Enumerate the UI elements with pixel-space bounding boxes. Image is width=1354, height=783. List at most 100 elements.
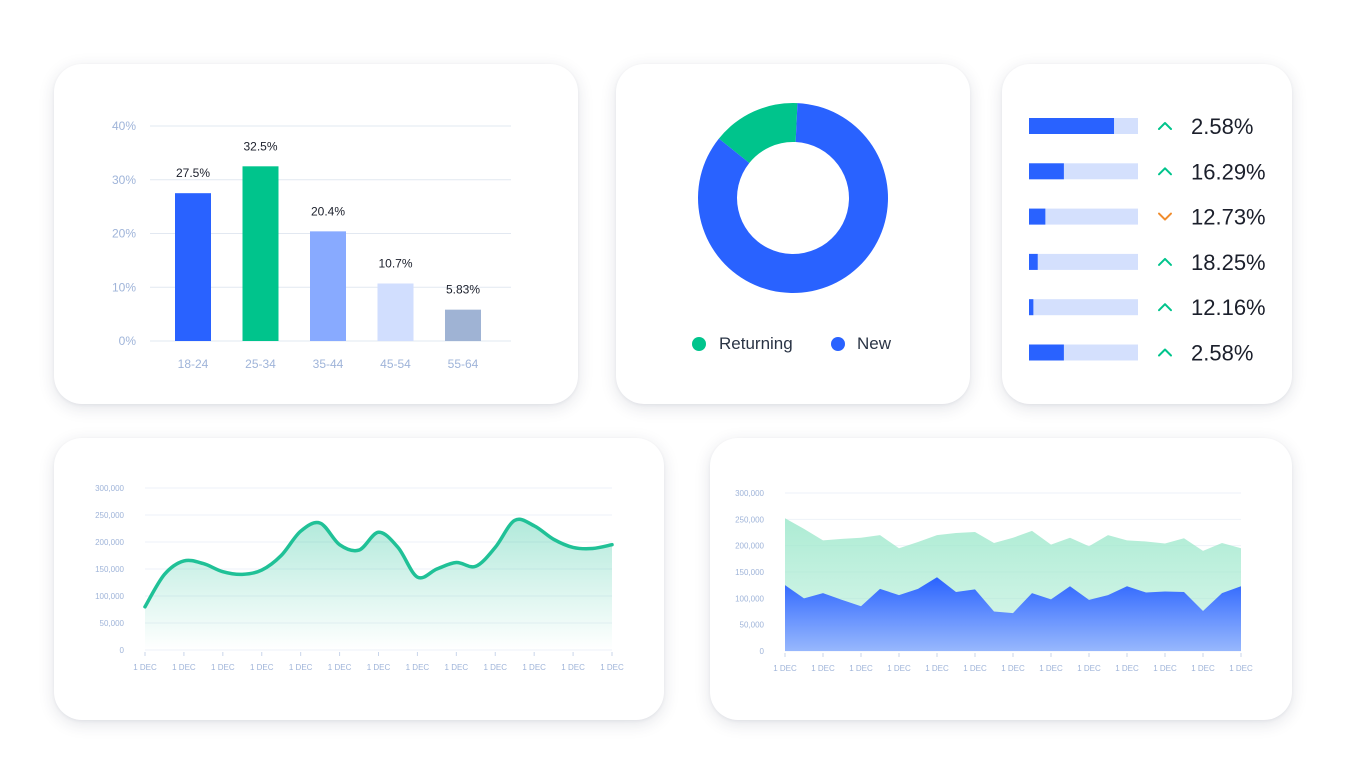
percent-value: 2.58% [1191, 114, 1253, 139]
x-tick-label: 1 DEC [1115, 664, 1139, 673]
visitor-donut-chart: Returning New [692, 103, 892, 353]
x-tick-label: 45-54 [380, 357, 411, 371]
progress-fill [1029, 118, 1115, 134]
trend-up-icon [1158, 167, 1172, 176]
bar [377, 283, 414, 341]
visitor-donut-chart-card: Returning New [616, 64, 970, 404]
percent-value: 12.16% [1191, 295, 1266, 320]
y-tick-label: 0 [760, 647, 765, 656]
bar [445, 309, 481, 341]
progress-fill [1029, 208, 1046, 225]
x-tick-label: 1 DEC [849, 664, 873, 673]
x-tick-label: 1 DEC [522, 663, 546, 672]
y-tick-label: 300,000 [735, 489, 764, 498]
legend-new-dot [831, 337, 845, 351]
donut-slice [718, 103, 798, 163]
progress-fill [1029, 253, 1038, 270]
area-series [785, 577, 1241, 651]
x-tick-label: 1 DEC [133, 663, 157, 672]
percent-value: 18.25% [1191, 250, 1266, 275]
progress-fill [1029, 299, 1034, 316]
progress-track [1029, 253, 1138, 270]
x-tick-label: 1 DEC [887, 664, 911, 673]
y-tick-label: 0 [120, 646, 125, 655]
y-tick-label: 0% [119, 334, 137, 348]
y-tick-label: 250,000 [735, 515, 764, 524]
x-tick-label: 1 DEC [406, 663, 430, 672]
line-area-fill [145, 519, 612, 650]
x-tick-label: 55-64 [448, 357, 479, 371]
y-tick-label: 250,000 [95, 511, 124, 520]
y-tick-label: 150,000 [95, 565, 124, 574]
x-tick-label: 1 DEC [483, 663, 507, 672]
x-tick-label: 1 DEC [1229, 664, 1253, 673]
x-tick-label: 1 DEC [811, 664, 835, 673]
x-tick-label: 1 DEC [211, 663, 235, 672]
x-tick-label: 1 DEC [445, 663, 469, 672]
trend-down-icon [1158, 212, 1172, 221]
legend-returning-label: Returning [719, 334, 793, 353]
x-tick-label: 1 DEC [600, 663, 624, 672]
x-tick-label: 1 DEC [1153, 664, 1177, 673]
x-tick-label: 1 DEC [925, 664, 949, 673]
y-tick-label: 30% [112, 173, 136, 187]
line-chart-card: 300,000 250,000 200,000 150,000 100,000 50,00… [54, 438, 664, 720]
x-tick-label: 1 DEC [250, 663, 274, 672]
stacked-area-chart: 300,000 250,000 200,000 150,000 100,000 50,00… [735, 489, 1253, 673]
y-tick-label: 50,000 [740, 621, 765, 630]
progress-fill [1029, 163, 1064, 180]
trend-up-icon [1158, 348, 1172, 357]
percent-value: 16.29% [1191, 159, 1266, 184]
x-tick-label: 1 DEC [963, 664, 987, 673]
bar-data-label: 20.4% [311, 204, 345, 218]
bar-data-label: 10.7% [378, 256, 412, 270]
y-tick-label: 200,000 [735, 542, 764, 551]
x-tick-label: 1 DEC [773, 664, 797, 673]
y-tick-label: 40% [112, 119, 136, 133]
x-tick-label: 1 DEC [1001, 664, 1025, 673]
progress-fill [1029, 344, 1064, 361]
x-tick-label: 1 DEC [1077, 664, 1101, 673]
progress-track [1029, 299, 1138, 316]
bar-data-label: 32.5% [243, 139, 277, 153]
progress-list: 2.58% 16.29% 12.73% 18.25% 12.16% 2.58% [1029, 114, 1266, 366]
y-tick-label: 20% [112, 227, 136, 241]
trend-up-icon [1158, 122, 1172, 130]
x-tick-label: 35-44 [313, 357, 344, 371]
progress-list-card: 2.58% 16.29% 12.73% 18.25% 12.16% 2.58% [1002, 64, 1292, 404]
trend-up-icon [1158, 257, 1172, 266]
y-tick-label: 100,000 [95, 592, 124, 601]
stacked-area-chart-card: 300,000 250,000 200,000 150,000 100,000 50,00… [710, 438, 1292, 720]
bar-data-label: 5.83% [446, 283, 480, 297]
x-tick-label: 1 DEC [289, 663, 313, 672]
x-tick-label: 1 DEC [367, 663, 391, 672]
bar [175, 193, 211, 341]
x-tick-label: 18-24 [178, 357, 209, 371]
y-tick-label: 150,000 [735, 568, 764, 577]
line-area-chart: 300,000 250,000 200,000 150,000 100,000 50,00… [95, 484, 624, 672]
y-tick-label: 50,000 [100, 619, 125, 628]
donut-slice [698, 103, 888, 293]
bar [310, 231, 346, 341]
y-tick-label: 200,000 [95, 538, 124, 547]
percent-value: 2.58% [1191, 341, 1253, 366]
x-tick-label: 1 DEC [1039, 664, 1063, 673]
x-tick-label: 1 DEC [1191, 664, 1215, 673]
x-tick-label: 25-34 [245, 357, 276, 371]
series-line [143, 517, 614, 609]
y-tick-label: 300,000 [95, 484, 124, 493]
y-tick-label: 100,000 [735, 594, 764, 603]
y-tick-label: 10% [112, 280, 136, 294]
x-tick-label: 1 DEC [172, 663, 196, 672]
trend-up-icon [1158, 303, 1172, 312]
progress-track [1029, 208, 1138, 225]
x-tick-label: 1 DEC [328, 663, 352, 672]
bar-data-label: 27.5% [176, 166, 210, 180]
legend-new-label: New [857, 334, 892, 353]
bar [242, 166, 279, 341]
age-bar-chart: 40% 30% 20% 10% 0% 27.5% 18-24 32.5% 25-34 20.4% 3… [112, 119, 511, 371]
x-tick-label: 1 DEC [561, 663, 585, 672]
legend-returning-dot [692, 337, 706, 351]
age-bar-chart-card: 40% 30% 20% 10% 0% 27.5% 18-24 32.5% 25-34 20.4% 3… [54, 64, 578, 404]
percent-value: 12.73% [1191, 205, 1266, 230]
